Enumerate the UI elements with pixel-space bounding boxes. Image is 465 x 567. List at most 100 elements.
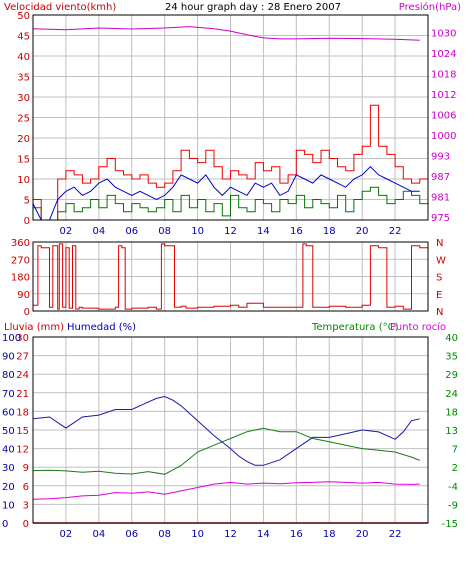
humidity-y-tick-label: 60 [2,407,15,418]
direction-y-tick-label: 180 [11,273,30,284]
wind-x-tick-label: 04 [92,226,105,237]
temperature-y-tick-label: 13 [445,426,458,437]
direction-y-tick-label: 90 [17,290,30,301]
rain-axis-title: Lluvia (mm) [4,322,64,333]
wind-y-tick-label: 15 [17,155,30,166]
pressure-y-tick-label: 987 [431,172,450,183]
pressure-y-tick-label: 981 [431,192,450,203]
wind-y-tick-label: 45 [17,32,30,43]
wind-x-tick-label: 18 [323,226,336,237]
dewpoint-axis-title: Punto rocío [390,321,446,333]
wind-x-tick-label: 02 [60,226,73,237]
humidity-axis-title: Humedad (%) [67,322,136,333]
wind-y-tick-label: 50 [17,11,30,22]
humidity-y-tick-label: 80 [2,370,15,381]
temperature-y-tick-label: 24 [445,389,458,400]
rain-y-tick-label: 0 [23,519,29,530]
pressure-y-tick-label: 975 [431,213,450,224]
direction-y-tick-label: 360 [11,238,30,249]
rain-y-tick-label: 9 [23,463,29,474]
humidity-y-tick-label: 40 [2,445,15,456]
wind-x-tick-label: 10 [191,226,204,237]
humidity-y-tick-label: 90 [2,352,15,363]
temperature-y-tick-label: 18 [445,407,458,418]
wind-y-tick-label: 10 [17,175,30,186]
wind-x-tick-label: 12 [224,226,237,237]
wind-x-tick-label: 20 [356,226,369,237]
rain-y-tick-label: 12 [16,445,29,456]
climate-x-tick-label: 10 [191,529,204,540]
direction-compass-label: S [436,273,442,284]
direction-compass-label: W [436,255,446,266]
climate-x-tick-label: 12 [224,529,237,540]
climate-x-tick-label: 18 [323,529,336,540]
humidity-y-tick-label: 10 [2,500,15,511]
direction-compass-label: N [436,238,443,249]
wind-avg-series-line [32,165,420,221]
temperature-y-tick-label: -15 [442,519,458,530]
temperature-series-line [32,427,420,475]
chart-title: 24 hour graph day : 28 Enero 2007 [165,2,341,13]
pressure-y-tick-label: 1018 [431,69,456,80]
wind-x-tick-label: 08 [158,226,171,237]
temperature-y-tick-label: 35 [445,352,458,363]
humidity-series-line [32,395,420,466]
direction-series-line [33,243,428,310]
direction-y-tick-label: 0 [24,307,30,318]
climate-x-tick-label: 04 [92,529,105,540]
wind-x-tick-label: 14 [257,226,270,237]
temperature-y-tick-label: 29 [445,370,458,381]
climate-x-tick-label: 14 [257,529,270,540]
rain-y-tick-label: 30 [16,333,29,344]
pressure-series-line [32,26,420,41]
pressure-y-tick-label: 1024 [431,49,456,60]
climate-x-tick-label: 02 [60,529,73,540]
rain-y-tick-label: 27 [16,352,29,363]
rain-y-tick-label: 24 [16,370,29,381]
wind-y-tick-label: 40 [17,52,30,63]
temperature-y-tick-label: 7 [452,445,458,456]
temperature-axis-title: Temperatura (°C) [311,322,399,333]
temperature-y-tick-label: -9 [448,500,458,511]
wind-gust-series-line [33,104,428,221]
climate-x-tick-label: 06 [125,529,138,540]
climate-plot-frame [32,336,429,524]
wind-min-series-line [33,186,428,221]
climate-x-tick-label: 20 [356,529,369,540]
humidity-y-tick-label: 100 [2,333,21,344]
climate-x-tick-label: 08 [158,529,171,540]
pressure-axis-title: Presión(hPa) [399,1,461,13]
pressure-y-tick-label: 1000 [431,131,456,142]
rain-y-tick-label: 3 [23,500,29,511]
temperature-y-tick-label: 2 [452,463,458,474]
direction-plot-frame [32,241,429,312]
climate-x-tick-label: 22 [389,529,402,540]
wind-plot-frame [32,14,429,221]
wind-x-tick-label: 22 [389,226,402,237]
direction-compass-label: N [436,307,443,318]
humidity-y-tick-label: 50 [2,426,15,437]
rain-y-tick-label: 18 [16,407,29,418]
humidity-y-tick-label: 70 [2,389,15,400]
temperature-y-tick-label: -4 [448,482,458,493]
temperature-y-tick-label: 40 [445,333,458,344]
direction-y-tick-label: 270 [11,255,30,266]
pressure-y-tick-label: 1030 [431,28,456,39]
humidity-y-tick-label: 20 [2,482,15,493]
wind-y-tick-label: 35 [17,73,30,84]
rain-y-tick-label: 21 [16,389,29,400]
pressure-y-tick-label: 1006 [431,110,456,121]
humidity-y-tick-label: 0 [2,519,8,530]
pressure-y-tick-label: 993 [431,151,450,162]
rain-y-tick-label: 15 [16,426,29,437]
chart-panels: 0510152025303540455097598198799310001006… [2,11,458,540]
wind-axis-title: Velocidad viento(kmh) [4,2,116,13]
direction-compass-label: E [436,290,442,301]
wind-y-tick-label: 20 [17,134,30,145]
wind-y-tick-label: 25 [17,114,30,125]
wind-x-tick-label: 16 [290,226,303,237]
rain-y-tick-label: 6 [23,482,29,493]
